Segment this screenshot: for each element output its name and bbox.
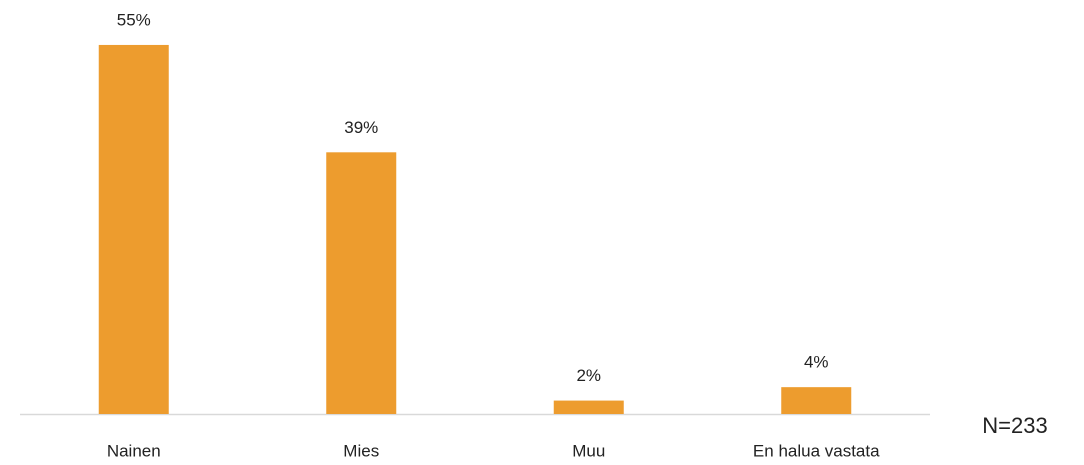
x-tick-label: Muu: [572, 441, 605, 460]
bar: [326, 152, 397, 414]
sample-size: N=233: [982, 413, 1047, 438]
bar: [98, 44, 169, 414]
x-tick-label: Nainen: [107, 441, 161, 460]
x-tick-label: En halua vastata: [753, 441, 880, 460]
bar: [781, 387, 852, 414]
data-label: 4%: [804, 353, 829, 372]
data-label: 2%: [576, 366, 601, 385]
bar: [553, 400, 624, 414]
x-tick-label: Mies: [343, 441, 379, 460]
data-label: 55%: [117, 10, 151, 29]
data-label: 39%: [344, 118, 378, 137]
